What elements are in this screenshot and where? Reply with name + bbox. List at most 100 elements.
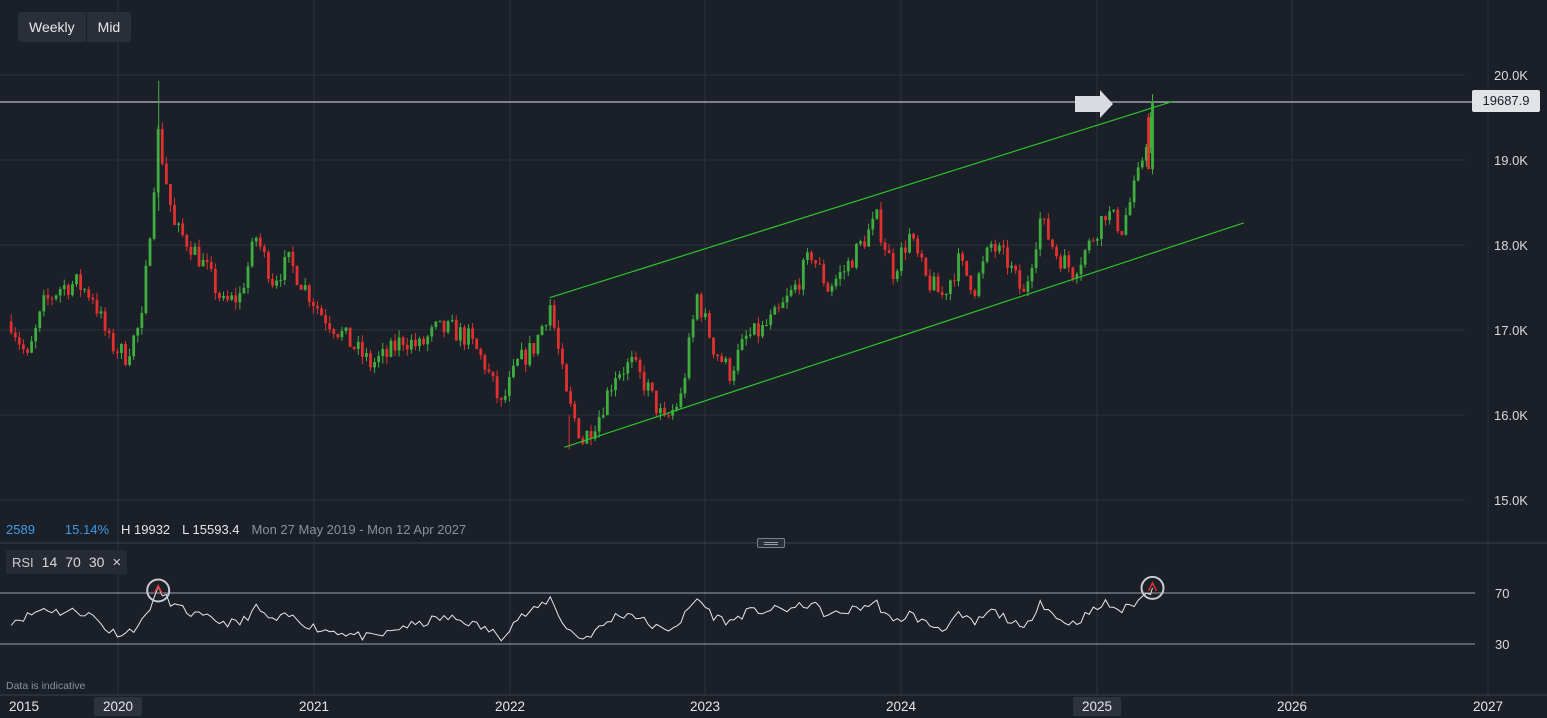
candle-body [499,397,503,400]
candle-body [1116,209,1120,232]
candle-body [797,284,801,290]
candle-body [842,271,846,273]
candle-body [855,243,858,268]
candle-body [107,330,111,334]
candle-body [389,340,393,357]
candle-body [348,327,352,347]
candle-body [765,324,769,326]
candle-body [610,390,613,392]
candle-body [205,259,209,263]
pane-resize-handle[interactable] [757,538,785,548]
x-tick-label: 2023 [690,699,720,714]
candle-body [365,353,368,357]
candle-body [250,241,254,267]
candle-body [324,315,328,324]
candle-body [601,415,605,418]
candle-body [585,431,589,444]
candle-body [826,283,830,292]
candle-body [267,252,270,279]
candle-body [528,343,532,365]
candle-body [1083,250,1087,265]
candle-body [320,308,323,316]
candle-body [307,285,311,302]
y-tick-label: 17.0K [1494,323,1528,338]
candle-body [940,292,944,296]
candle-body [1136,167,1140,181]
candle-body [679,393,683,407]
stats-range: Mon 27 May 2019 - Mon 12 Apr 2027 [251,522,467,537]
candle-body [30,341,34,353]
candle-body [91,297,95,300]
candle-body [136,327,140,336]
candle-body [703,313,707,318]
candle-body [124,343,127,365]
candle-body [1091,240,1095,242]
candle-body [699,294,703,318]
candle-body [646,382,650,391]
candle-body [565,364,568,392]
candle-body [467,328,470,345]
candle-body [948,280,952,294]
candle-body [26,349,29,353]
candle-body [291,251,295,267]
candle-body [1128,202,1132,216]
candle-body [79,274,83,290]
x-tick-label: 2022 [495,699,525,714]
candle-body [450,320,454,322]
candle-body [597,417,601,432]
candle-body [58,289,62,296]
candle-body [42,295,46,312]
data-disclaimer: Data is indicative [6,680,86,692]
candle-body [659,408,662,414]
candle-body [173,204,176,225]
candle-body [691,319,695,338]
chart-toolbar: Weekly Mid [18,12,132,42]
candle-body [879,209,883,243]
candle-body [201,259,205,267]
candle-body [1087,240,1091,251]
candle-body [507,377,511,396]
candle-body [520,349,524,360]
candle-body [283,257,287,280]
candle-body [569,391,573,404]
rsi-legend[interactable]: RSI 14 70 30 × [6,550,128,574]
rsi-highlight-circle [146,578,171,603]
candle-body [1151,101,1154,170]
candle-body [1055,246,1058,257]
candle-body [981,261,985,274]
x-tick-label: 2020 [103,699,133,714]
candle-body [226,295,230,300]
candle-body [9,321,13,333]
candle-body [1042,218,1046,220]
candle-body [1067,255,1071,268]
candle-body [850,260,854,268]
y-tick-label: 16.0K [1494,408,1528,423]
close-icon[interactable]: × [112,553,122,571]
candle-body [810,252,813,261]
candle-body [111,333,115,352]
candle-body [156,129,160,193]
candle-body [164,163,168,185]
candle-body [401,337,405,345]
candle-body [667,415,671,417]
arrow-right-icon [1075,90,1113,118]
candle-body [650,382,654,391]
candle-body [169,184,172,205]
candle-body [944,293,948,296]
interval-button[interactable]: Weekly [29,19,75,35]
candle-body [1079,264,1083,275]
candle-body [140,313,144,328]
candle-body [752,323,756,335]
candle-body [160,129,164,164]
candle-body [740,338,744,350]
candle-body [814,260,818,264]
price-type-button[interactable]: Mid [85,12,132,42]
candle-body [218,293,221,299]
candle-body [360,341,364,357]
candle-body [1014,265,1018,271]
candle-body [344,327,348,332]
candle-body [1006,247,1009,268]
candle-body [238,293,242,303]
channel-lower-line [564,222,1244,448]
candle-body [254,237,258,242]
